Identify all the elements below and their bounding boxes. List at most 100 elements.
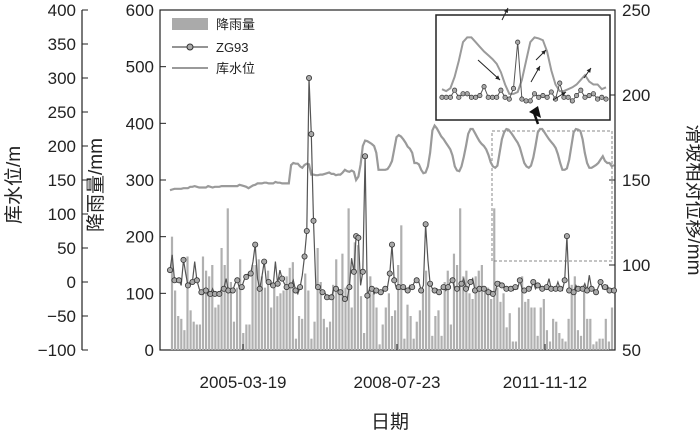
- zg93-marker: [341, 295, 348, 302]
- zg93-marker: [303, 227, 310, 234]
- rain-tick-label: 200: [126, 228, 154, 247]
- zoom-rect: [491, 130, 613, 262]
- rain-bar: [412, 338, 415, 350]
- rain-bar: [279, 293, 282, 350]
- rain-bar: [242, 333, 245, 350]
- zg93-marker: [516, 277, 523, 284]
- rain-bar: [567, 318, 570, 350]
- legend-marker-zg93: [186, 43, 194, 51]
- rain-bar: [344, 287, 347, 350]
- rain-bar: [449, 324, 452, 350]
- rain-bar: [276, 296, 279, 350]
- inset-zg93-marker: [473, 94, 479, 100]
- rain-bar: [211, 265, 214, 350]
- rain-bar: [570, 284, 573, 350]
- zg93-marker: [301, 253, 308, 260]
- inset-zg93-marker: [468, 94, 474, 100]
- inset-zg93-marker: [494, 94, 500, 100]
- inset-zg93-marker: [443, 94, 449, 100]
- rain-bar: [180, 318, 183, 350]
- rain-tick-label: 600: [126, 1, 154, 20]
- zg93-marker: [256, 285, 263, 292]
- zg93-markers: [166, 75, 618, 302]
- rain-bar: [610, 307, 614, 350]
- rain-bar: [397, 265, 400, 350]
- rain-bar: [170, 236, 174, 350]
- rain-bar: [424, 270, 428, 350]
- trend-arrow: [477, 59, 501, 81]
- rain-bar: [257, 259, 260, 350]
- rain-bar: [573, 276, 576, 350]
- inset-zg93-marker: [506, 96, 512, 102]
- zg93-marker: [310, 217, 317, 224]
- rain-bar: [428, 282, 431, 350]
- disp-tick-label: 50: [622, 341, 641, 360]
- inset-pointer-arrow: [529, 106, 541, 125]
- zg93-marker: [489, 290, 496, 297]
- rain-bar: [235, 287, 239, 350]
- zg93-marker: [337, 289, 344, 296]
- rain-bar: [527, 299, 530, 350]
- rain-bar: [579, 335, 583, 350]
- rain-bar: [332, 284, 335, 350]
- rain-bar: [586, 318, 589, 350]
- zg93-marker: [462, 285, 469, 292]
- zg93-marker: [427, 280, 434, 287]
- rain-bar: [208, 276, 211, 350]
- disp-axis-label: 滑坡相对位移/mm: [683, 125, 700, 276]
- trend-arrow-head: [586, 68, 591, 73]
- zg93-marker: [557, 285, 564, 292]
- rain-bar: [322, 318, 325, 350]
- zg93-marker: [512, 284, 519, 291]
- inset-zg93-marker: [464, 91, 470, 97]
- inset-zg93-marker: [452, 87, 458, 93]
- rain-bar: [486, 287, 490, 350]
- disp-tick-label: 250: [622, 1, 650, 20]
- inset-zg93-marker: [502, 94, 508, 100]
- rain-tick-label: 400: [126, 114, 154, 133]
- rain-bar: [214, 307, 217, 350]
- trend-arrow-head: [561, 92, 566, 97]
- rain-bar: [251, 265, 254, 350]
- rain-bar: [418, 310, 421, 350]
- rain-bar: [521, 276, 524, 350]
- zg93-marker: [314, 284, 321, 291]
- rain-bar: [459, 208, 462, 350]
- rain-bar: [301, 318, 304, 350]
- zg93-marker: [570, 289, 577, 296]
- zg93-marker: [445, 284, 452, 291]
- rain-bar: [325, 327, 329, 350]
- rain-tick-label: 0: [145, 341, 154, 360]
- rain-bar: [319, 282, 322, 350]
- rain-bar: [393, 310, 397, 350]
- zg93-marker: [288, 282, 295, 289]
- x-tick-label: 2005-03-19: [200, 373, 287, 392]
- legend-label-level: 库水位: [216, 61, 255, 76]
- trend-arrow-head: [541, 50, 546, 55]
- rain-bar: [220, 248, 223, 350]
- zg93-marker: [377, 289, 384, 296]
- zg93-marker: [602, 284, 609, 291]
- zg93-marker: [229, 287, 236, 294]
- zg93-marker: [418, 287, 425, 294]
- rain-bar: [462, 276, 465, 350]
- zg93-marker: [252, 241, 259, 248]
- rain-bar: [245, 324, 248, 350]
- rain-bar: [604, 318, 607, 350]
- rain-bar: [474, 276, 477, 350]
- rain-bar: [338, 293, 341, 350]
- rain-bar: [607, 341, 611, 350]
- rain-bar: [263, 287, 267, 350]
- rain-bar: [375, 307, 378, 350]
- rain-bar: [294, 338, 298, 350]
- zg93-marker: [350, 268, 357, 275]
- rain-bar: [558, 333, 561, 350]
- rainfall-bars: [170, 208, 614, 350]
- rain-bar: [310, 338, 313, 350]
- inset-zg93-marker: [515, 39, 521, 45]
- rain-bar: [601, 338, 604, 350]
- zg93-marker: [328, 294, 335, 301]
- zg93-marker: [346, 284, 353, 291]
- zg93-marker: [202, 287, 209, 294]
